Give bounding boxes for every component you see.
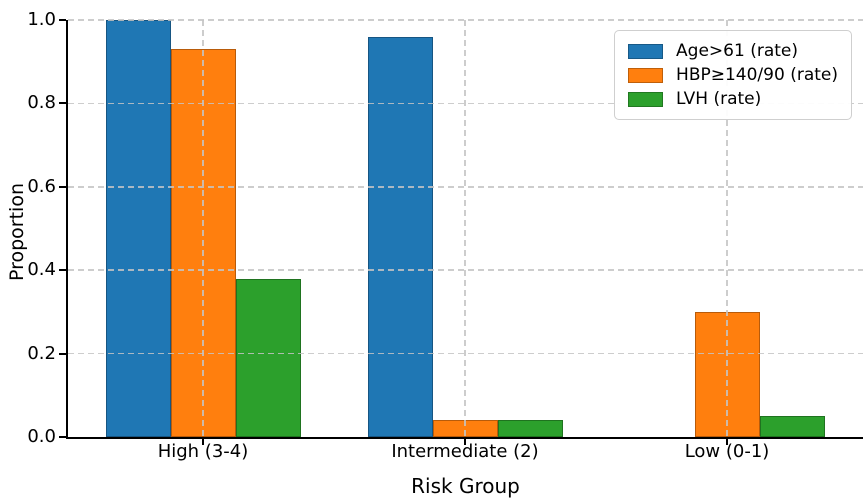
y-tick-mark: [59, 352, 66, 355]
y-tick-label: 0.8: [27, 92, 56, 114]
y-tick-mark: [59, 436, 66, 438]
bar: [759, 416, 825, 437]
bar: [497, 420, 563, 437]
legend-item: Age>61 (rate): [628, 39, 838, 63]
legend-color-swatch: [628, 67, 664, 83]
x-tick-mark: [464, 439, 466, 445]
gridline-horizontal: [68, 19, 863, 21]
bar: [694, 311, 760, 437]
y-tick-mark: [59, 185, 66, 188]
legend-label: HBP≥140/90 (rate): [676, 65, 838, 85]
legend-color-swatch: [628, 91, 664, 107]
y-tick-label: 0.2: [27, 342, 56, 364]
legend-item: LVH (rate): [628, 87, 838, 111]
y-tick-label: 0.4: [27, 259, 56, 281]
bar: [235, 278, 301, 437]
x-tick-label: High (3-4): [157, 441, 249, 462]
gridline-vertical: [464, 20, 466, 437]
y-tick-label: 1.0: [27, 9, 56, 30]
y-tick-mark: [59, 269, 66, 272]
x-tick-mark: [202, 439, 204, 445]
plot-area: [59, 19, 863, 445]
y-tick-label: 0.0: [27, 426, 56, 447]
y-tick-mark: [59, 102, 66, 105]
legend-item: HBP≥140/90 (rate): [628, 63, 838, 87]
x-tick-label: Intermediate (2): [391, 441, 539, 462]
y-tick-label: 0.6: [27, 175, 56, 197]
x-axis-label: Risk Group: [411, 474, 520, 498]
bar: [170, 49, 236, 437]
x-tick-label: Low (0-1): [684, 441, 770, 462]
legend-color-swatch: [628, 43, 664, 59]
legend-label: Age>61 (rate): [676, 41, 799, 61]
y-tick-mark: [59, 19, 66, 21]
y-axis-label: Proportion: [6, 182, 28, 282]
legend: Age>61 (rate) HBP≥140/90 (rate) LVH (rate): [614, 30, 852, 120]
bar: [105, 20, 171, 437]
bar: [432, 420, 498, 437]
legend-label: LVH (rate): [676, 89, 762, 109]
bar: [367, 36, 433, 437]
x-tick-mark: [726, 439, 728, 445]
